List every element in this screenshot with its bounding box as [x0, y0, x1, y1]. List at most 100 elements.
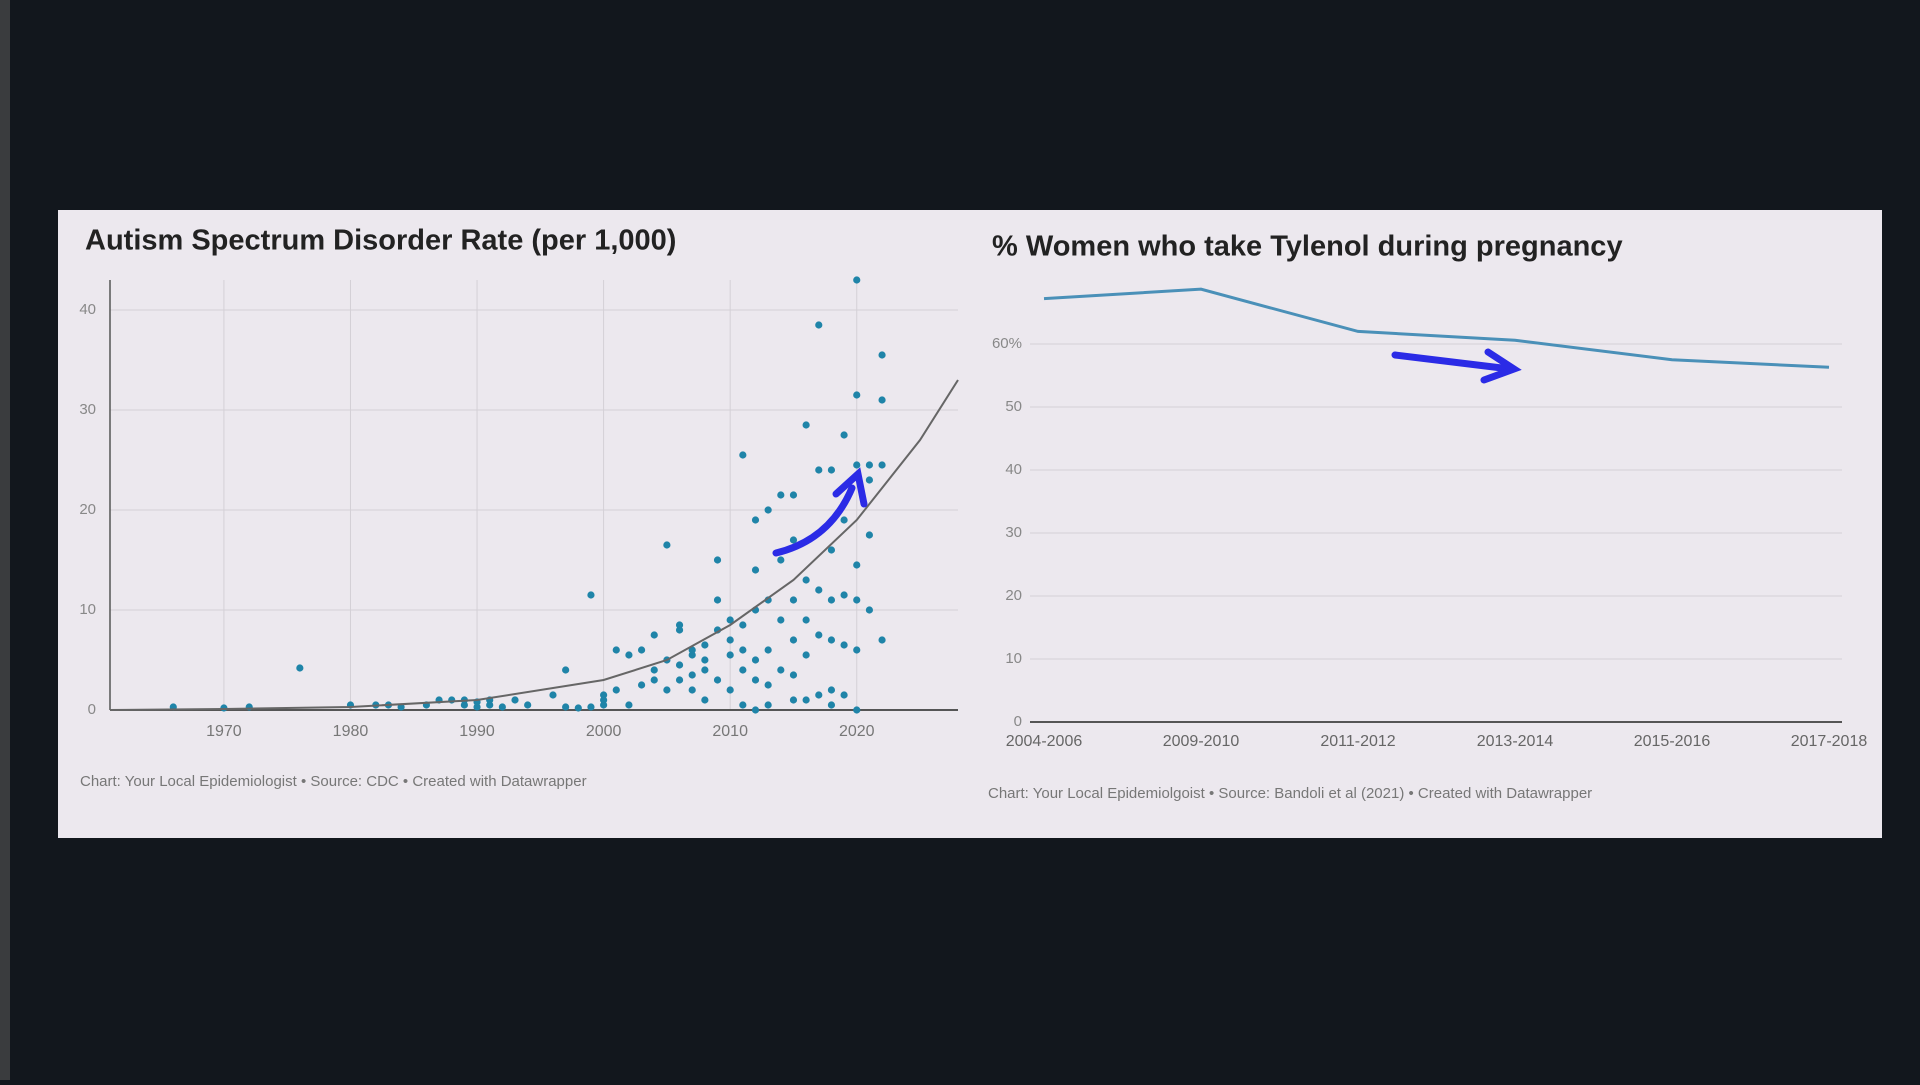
point — [853, 391, 861, 399]
point — [701, 656, 709, 664]
point — [764, 506, 772, 514]
chart-title: % Women who take Tylenol during pregnanc… — [992, 231, 1623, 263]
point — [625, 701, 633, 709]
arrow — [772, 484, 856, 557]
x-tick-label: 2000 — [586, 723, 622, 740]
point — [498, 703, 506, 711]
point — [853, 596, 861, 604]
point — [865, 461, 874, 469]
point — [840, 516, 848, 524]
point — [802, 421, 810, 429]
plots: 1970 1980 1990 2000 2010 2020 0 10 20 30 40 0 10 20 30… — [79, 276, 1867, 750]
y-tick-label: 0 — [1014, 713, 1022, 730]
point — [663, 686, 671, 694]
point — [777, 666, 785, 674]
point — [562, 703, 570, 711]
point — [726, 686, 734, 694]
x-tick-label: 2013-2014 — [1477, 733, 1554, 750]
point — [675, 676, 684, 684]
y-tick-label: 30 — [1005, 524, 1022, 541]
point — [777, 491, 785, 499]
point — [789, 671, 798, 679]
point — [853, 276, 861, 284]
point — [827, 466, 836, 474]
point — [739, 646, 747, 654]
point — [713, 676, 722, 684]
point — [789, 536, 798, 544]
point — [853, 646, 861, 654]
point — [815, 691, 823, 699]
x-tick-label: 2017-2018 — [1791, 733, 1868, 750]
annotation-arrows — [772, 348, 1522, 557]
point — [688, 686, 696, 694]
x-tick-label: 2020 — [839, 723, 875, 740]
point — [296, 664, 304, 672]
point — [739, 666, 747, 674]
point — [789, 696, 798, 704]
point — [840, 691, 848, 699]
point — [815, 321, 823, 329]
arrow-head — [1480, 348, 1522, 384]
x-tick-label: 2015-2016 — [1634, 733, 1711, 750]
x-tick-label: 2009-2010 — [1163, 733, 1240, 750]
point — [751, 656, 760, 664]
point — [789, 596, 798, 604]
point — [688, 646, 696, 654]
y-tick-label: 10 — [1005, 650, 1022, 667]
point — [751, 676, 760, 684]
x-tick-label: 2011-2012 — [1320, 733, 1395, 750]
point — [688, 671, 696, 679]
point — [815, 466, 823, 474]
x-tick-label: 2004-2006 — [1006, 733, 1083, 750]
point — [587, 703, 595, 711]
y-tick-label: 40 — [1005, 461, 1022, 478]
chart-footer: Chart: Your Local Epidemiologist • Sourc… — [80, 773, 587, 790]
point — [865, 531, 874, 539]
point — [739, 621, 747, 629]
point — [827, 636, 836, 644]
point — [574, 704, 582, 712]
chart-title: Autism Spectrum Disorder Rate (per 1,000… — [85, 225, 676, 257]
point — [688, 651, 696, 659]
point — [764, 681, 772, 689]
point — [713, 596, 722, 604]
x-tick-label: 1980 — [333, 723, 369, 740]
y-tick-label: 60% — [992, 335, 1022, 352]
arrow-head — [832, 467, 868, 508]
point — [600, 691, 608, 699]
y-tick-label: 20 — [1005, 587, 1022, 604]
bezel — [0, 0, 10, 1080]
point — [726, 651, 734, 659]
point — [878, 461, 886, 469]
x-tick-label: 2010 — [712, 723, 748, 740]
point — [878, 351, 886, 359]
point — [853, 561, 861, 569]
point — [777, 616, 785, 624]
trend-line — [109, 379, 959, 711]
point — [562, 666, 570, 674]
point — [764, 701, 772, 709]
point — [675, 661, 684, 669]
point — [701, 641, 709, 649]
point — [827, 546, 836, 554]
point — [612, 646, 620, 654]
point — [713, 556, 722, 564]
point — [473, 703, 481, 711]
arrow — [1391, 351, 1514, 373]
point — [827, 596, 836, 604]
point — [625, 651, 633, 659]
point — [802, 651, 810, 659]
point — [789, 636, 798, 644]
point — [549, 691, 557, 699]
y-tick-label: 20 — [79, 501, 96, 518]
point — [853, 706, 861, 714]
point — [587, 591, 595, 599]
point — [865, 606, 874, 614]
point — [865, 476, 874, 484]
y-tick-label: 40 — [79, 301, 96, 318]
point — [815, 586, 823, 594]
point — [675, 626, 684, 634]
point — [637, 646, 646, 654]
